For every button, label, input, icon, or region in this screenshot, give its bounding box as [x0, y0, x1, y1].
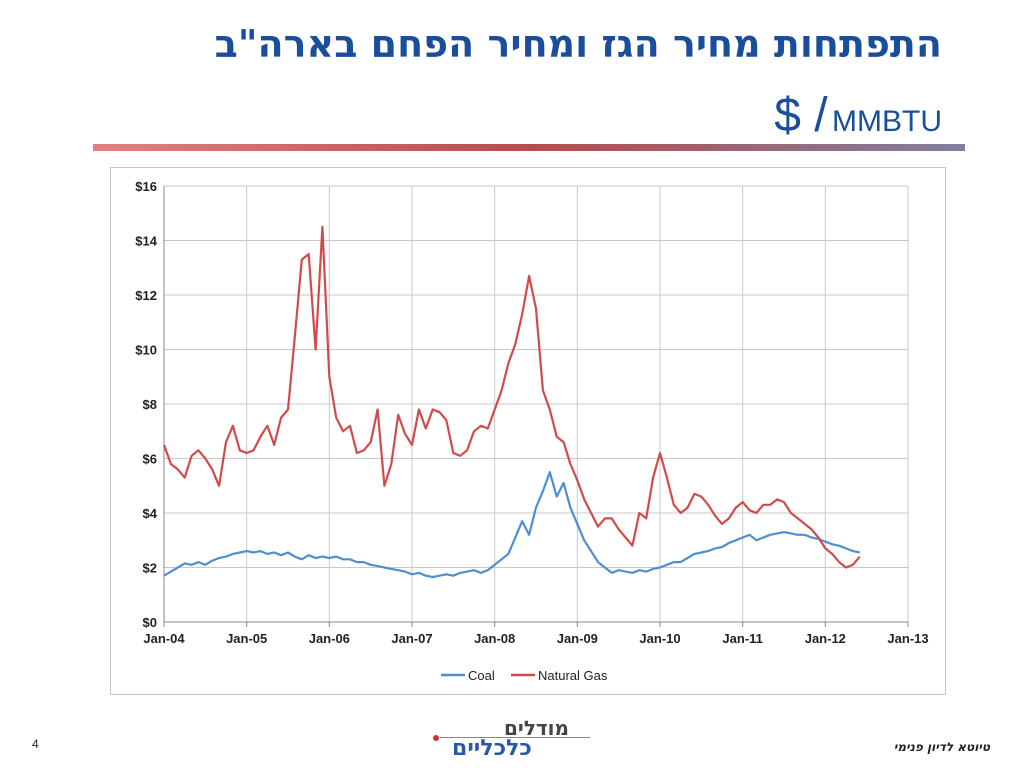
unit-label: $ / MMBTU — [774, 88, 942, 143]
x-tick-label: Jan-05 — [226, 631, 267, 646]
y-tick-label: $12 — [135, 288, 157, 303]
unit-dollar: $ / — [774, 89, 828, 142]
legend-label-coal: Coal — [468, 668, 495, 683]
legend-label-natural-gas: Natural Gas — [538, 668, 608, 683]
x-tick-label: Jan-08 — [474, 631, 515, 646]
y-tick-label: $0 — [143, 615, 157, 630]
y-tick-label: $6 — [143, 452, 157, 467]
y-tick-label: $14 — [135, 234, 157, 249]
x-tick-label: Jan-07 — [391, 631, 432, 646]
x-tick-label: Jan-12 — [805, 631, 846, 646]
x-tick-label: Jan-06 — [309, 631, 350, 646]
series-line-coal — [163, 471, 861, 579]
company-logo: מודלים כלכליים — [430, 716, 600, 764]
y-tick-label: $2 — [143, 561, 157, 576]
logo-dot — [433, 735, 439, 741]
draft-notice: טיוטא לדיון פנימי — [893, 740, 990, 754]
slide-title: התפתחות מחיר הגז ומחיר הפחם בארה"ב — [214, 22, 942, 66]
x-tick-label: Jan-10 — [639, 631, 680, 646]
title-divider — [93, 144, 965, 151]
logo-line-1: מודלים — [504, 716, 570, 740]
page-number: 4 — [32, 737, 39, 751]
x-tick-label: Jan-11 — [722, 631, 762, 646]
x-tick-label: Jan-13 — [887, 631, 928, 646]
y-tick-label: $8 — [143, 397, 157, 412]
y-tick-label: $10 — [135, 343, 157, 358]
y-tick-label: $16 — [135, 179, 157, 194]
price-line-chart: $0 $2 $4 $6 $8 $10 $12 $14 $16 Jan-04 Jan-05 Jan-06… — [135, 179, 928, 683]
x-tick-label: Jan-04 — [143, 631, 185, 646]
y-tick-label: $4 — [143, 506, 158, 521]
logo-underline — [440, 737, 590, 738]
series-line-natural-gas — [162, 225, 861, 569]
x-tick-label: Jan-09 — [557, 631, 598, 646]
unit-mmbtu: MMBTU — [832, 105, 942, 138]
logo-line-2: כלכליים — [452, 736, 532, 761]
chart-frame: $0 $2 $4 $6 $8 $10 $12 $14 $16 Jan-04 Jan-05 Jan-06… — [110, 167, 946, 695]
